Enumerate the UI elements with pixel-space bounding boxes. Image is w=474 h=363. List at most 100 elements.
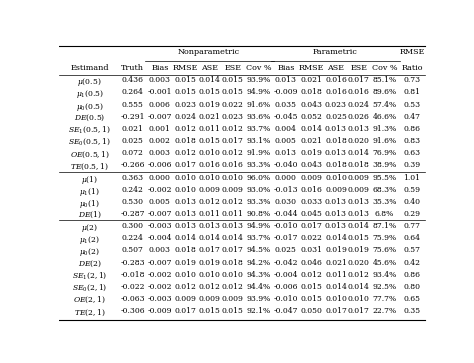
Text: 45.6%: 45.6%	[373, 258, 397, 267]
Text: $DE(2)$: $DE(2)$	[78, 258, 101, 269]
Text: 0.018: 0.018	[325, 137, 347, 145]
Text: 0.020: 0.020	[348, 258, 370, 267]
Text: 0.021: 0.021	[301, 137, 323, 145]
Text: 0.29: 0.29	[403, 210, 420, 218]
Text: $SE_1(2,1)$: $SE_1(2,1)$	[72, 271, 107, 281]
Text: $SE_0(0.5,1)$: $SE_0(0.5,1)$	[68, 137, 111, 147]
Text: RMSE: RMSE	[399, 48, 425, 56]
Text: 38.9%: 38.9%	[373, 162, 397, 170]
Text: 0.021: 0.021	[199, 113, 221, 121]
Text: -0.006: -0.006	[147, 162, 172, 170]
Text: $\mu_1(0.5)$: $\mu_1(0.5)$	[75, 89, 104, 101]
Text: 0.017: 0.017	[348, 76, 370, 84]
Text: $\mu_1(2)$: $\mu_1(2)$	[79, 234, 100, 246]
Text: $DE(0.5)$: $DE(0.5)$	[74, 113, 105, 123]
Text: 0.011: 0.011	[199, 210, 221, 218]
Text: 0.003: 0.003	[149, 149, 171, 157]
Text: 0.015: 0.015	[301, 295, 323, 303]
Text: 0.046: 0.046	[301, 258, 323, 267]
Text: ESE: ESE	[224, 64, 241, 72]
Text: 0.013: 0.013	[222, 222, 244, 230]
Text: 0.023: 0.023	[325, 101, 347, 109]
Text: Truth: Truth	[121, 64, 144, 72]
Text: 93.6%: 93.6%	[246, 113, 271, 121]
Text: 0.012: 0.012	[222, 198, 244, 206]
Text: 91.6%: 91.6%	[373, 137, 397, 145]
Text: -0.010: -0.010	[273, 295, 298, 303]
Text: 0.010: 0.010	[199, 149, 221, 157]
Text: 0.033: 0.033	[301, 198, 323, 206]
Text: 0.013: 0.013	[348, 210, 370, 218]
Text: RMSE: RMSE	[299, 64, 324, 72]
Text: $\mu_1(1)$: $\mu_1(1)$	[79, 186, 100, 198]
Text: 0.013: 0.013	[325, 198, 347, 206]
Text: -0.291: -0.291	[120, 113, 145, 121]
Text: 0.009: 0.009	[199, 186, 221, 194]
Text: 0.015: 0.015	[222, 307, 244, 315]
Text: -0.042: -0.042	[273, 258, 298, 267]
Text: 0.555: 0.555	[122, 101, 144, 109]
Text: 0.019: 0.019	[325, 246, 347, 254]
Text: -0.047: -0.047	[273, 307, 298, 315]
Text: 91.3%: 91.3%	[373, 125, 397, 133]
Text: 94.4%: 94.4%	[246, 283, 271, 291]
Text: 0.010: 0.010	[175, 174, 197, 182]
Text: 0.015: 0.015	[175, 76, 197, 84]
Text: 0.86: 0.86	[403, 271, 420, 279]
Text: 0.017: 0.017	[301, 222, 323, 230]
Text: 94.2%: 94.2%	[246, 258, 271, 267]
Text: 0.005: 0.005	[275, 137, 297, 145]
Text: $TE(2,1)$: $TE(2,1)$	[74, 307, 105, 318]
Text: $TE(0.5,1)$: $TE(0.5,1)$	[70, 162, 109, 172]
Text: 0.63: 0.63	[403, 149, 420, 157]
Text: 0.012: 0.012	[199, 198, 221, 206]
Text: 87.1%: 87.1%	[373, 222, 397, 230]
Text: -0.013: -0.013	[273, 186, 298, 194]
Text: 93.0%: 93.0%	[246, 186, 271, 194]
Text: 0.009: 0.009	[222, 186, 244, 194]
Text: 0.000: 0.000	[275, 174, 297, 182]
Text: 0.013: 0.013	[174, 198, 197, 206]
Text: 0.016: 0.016	[325, 76, 347, 84]
Text: 0.010: 0.010	[348, 295, 370, 303]
Text: -0.004: -0.004	[147, 234, 172, 242]
Text: 0.015: 0.015	[222, 76, 244, 84]
Text: -0.044: -0.044	[273, 210, 298, 218]
Text: 0.013: 0.013	[325, 149, 347, 157]
Text: -0.017: -0.017	[273, 234, 298, 242]
Text: -0.002: -0.002	[147, 283, 172, 291]
Text: -0.003: -0.003	[147, 222, 172, 230]
Text: 0.013: 0.013	[275, 149, 297, 157]
Text: 76.9%: 76.9%	[373, 149, 397, 157]
Text: 0.014: 0.014	[325, 234, 347, 242]
Text: 1.01: 1.01	[403, 174, 420, 182]
Text: 0.006: 0.006	[149, 101, 171, 109]
Text: 77.7%: 77.7%	[373, 295, 397, 303]
Text: 94.5%: 94.5%	[246, 246, 271, 254]
Text: 0.013: 0.013	[325, 210, 347, 218]
Text: 75.9%: 75.9%	[373, 234, 397, 242]
Text: 0.001: 0.001	[149, 125, 171, 133]
Text: 0.011: 0.011	[199, 125, 221, 133]
Text: 0.030: 0.030	[275, 198, 297, 206]
Text: 0.507: 0.507	[122, 246, 144, 254]
Text: -0.010: -0.010	[273, 222, 298, 230]
Text: 0.016: 0.016	[199, 162, 221, 170]
Text: -0.266: -0.266	[120, 162, 145, 170]
Text: 93.7%: 93.7%	[246, 125, 271, 133]
Text: -0.007: -0.007	[147, 258, 172, 267]
Text: Bias: Bias	[277, 64, 294, 72]
Text: 0.015: 0.015	[222, 89, 244, 97]
Text: 0.014: 0.014	[348, 283, 370, 291]
Text: -0.002: -0.002	[147, 271, 172, 279]
Text: 0.035: 0.035	[275, 101, 297, 109]
Text: 0.016: 0.016	[348, 89, 370, 97]
Text: 0.016: 0.016	[301, 186, 323, 194]
Text: 0.025: 0.025	[122, 137, 144, 145]
Text: 0.018: 0.018	[175, 246, 197, 254]
Text: 0.022: 0.022	[301, 234, 323, 242]
Text: 0.013: 0.013	[199, 222, 221, 230]
Text: 0.021: 0.021	[301, 76, 323, 84]
Text: 0.050: 0.050	[301, 307, 323, 315]
Text: -0.283: -0.283	[120, 258, 145, 267]
